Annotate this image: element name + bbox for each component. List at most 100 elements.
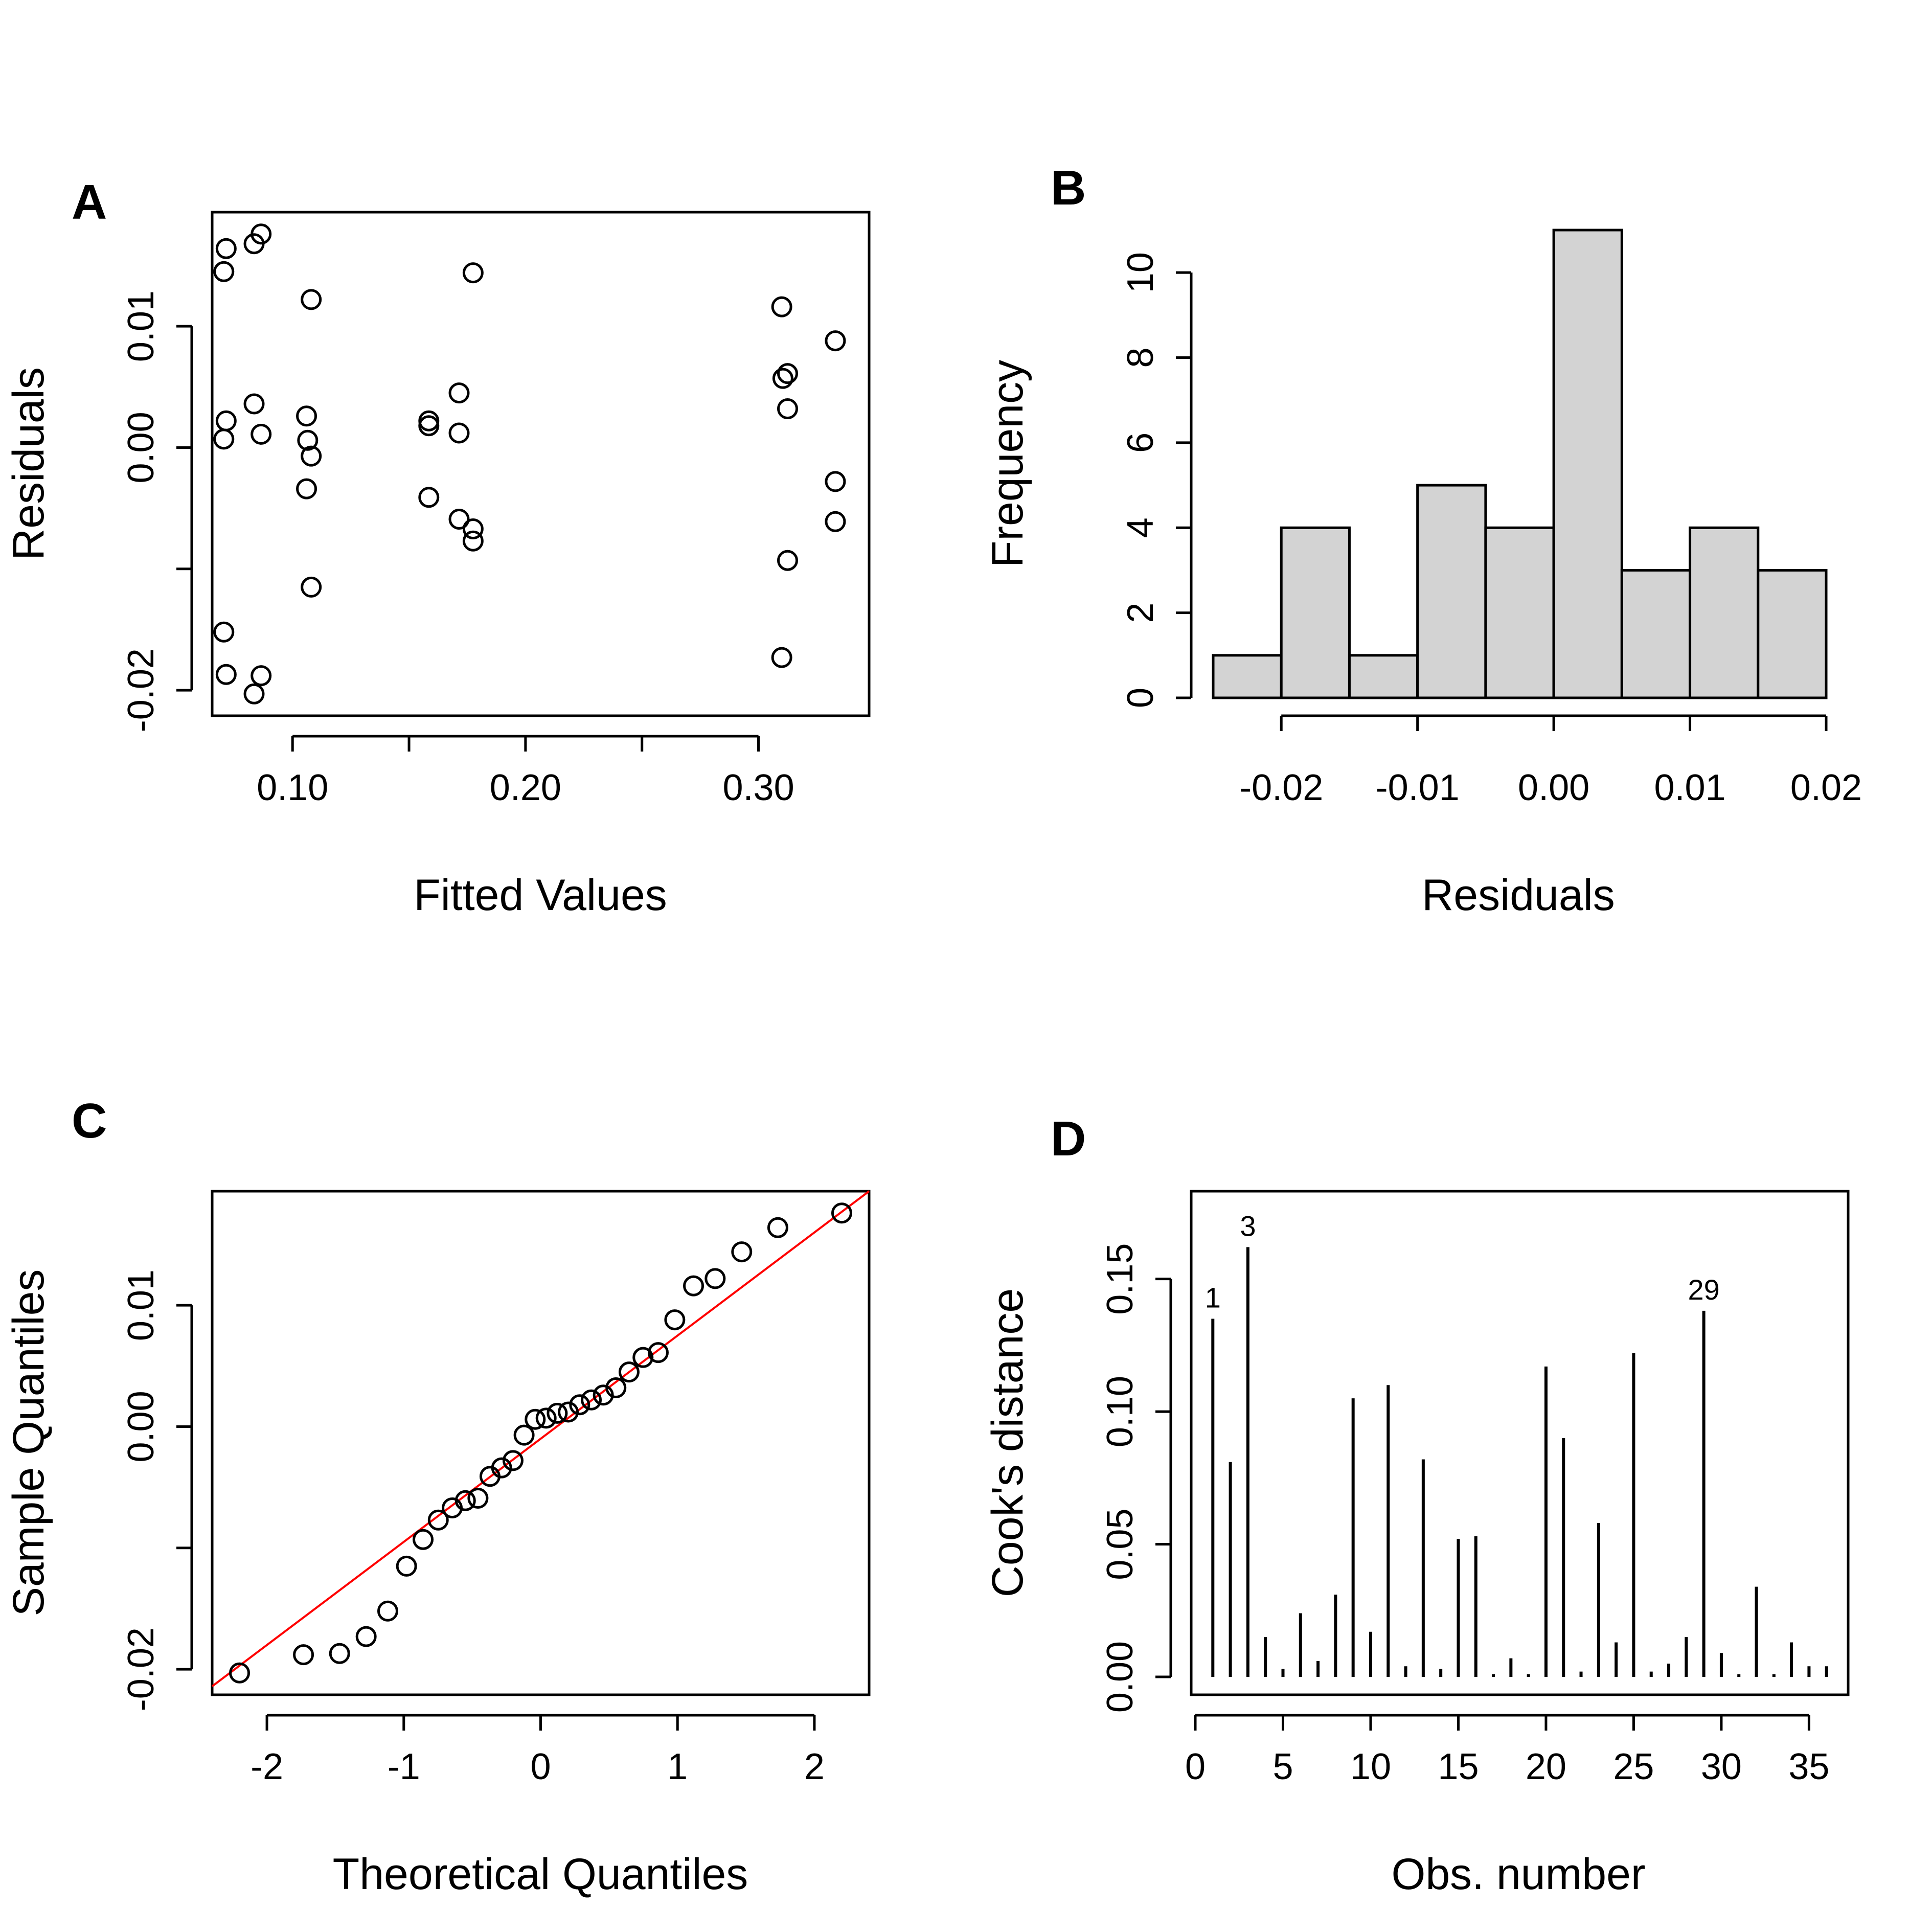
residual-point	[251, 223, 272, 245]
residual-point	[243, 393, 265, 415]
qq-point	[355, 1626, 377, 1647]
residual-point	[243, 683, 265, 704]
d-y-tick-label: 0.15	[1100, 1243, 1141, 1315]
x-axis-d: 0 5 10 15 20 25 30 35	[1185, 1714, 1829, 1787]
x-axis-label-d: Obs. number	[1391, 1850, 1645, 1899]
residual-point	[777, 398, 799, 420]
residual-point	[777, 550, 799, 571]
c-y-tick-label: 0.00	[121, 1391, 162, 1462]
a-x-tick-label: 0.10	[257, 767, 328, 808]
residual-point	[777, 363, 799, 384]
y-axis-label-c: Sample Quantiles	[4, 1269, 53, 1617]
residual-point	[825, 471, 846, 492]
residual-point	[301, 445, 322, 467]
b-x-tick-label: 0.00	[1518, 767, 1589, 808]
residual-point	[771, 296, 792, 317]
qq-point	[647, 1342, 669, 1363]
panel-label-d: D	[1051, 1111, 1086, 1166]
residual-point	[301, 576, 322, 598]
b-y-tick-label: 4	[1120, 517, 1161, 538]
qq-point	[535, 1407, 557, 1429]
qq-point	[229, 1662, 251, 1684]
histogram-bar	[1757, 569, 1828, 699]
d-x-tick-label: 35	[1788, 1746, 1829, 1787]
residual-point	[771, 647, 792, 668]
residual-point	[215, 410, 237, 431]
plot-frame-c	[211, 1190, 871, 1696]
panel-label-b: B	[1051, 161, 1086, 215]
y-axis-label-b: Frequency	[983, 360, 1032, 567]
plot-frame-d	[1190, 1190, 1850, 1696]
y-axis-d: 0.00 0.05 0.10 0.15	[1100, 1243, 1172, 1713]
panel-c-normal-qq: C -2 -1 0 1 2 -0.02 0.00 0.01 Theoretical Quan…	[4, 1094, 871, 1899]
qq-point	[664, 1309, 686, 1331]
panel-b-residual-histogram: B -0.02 -0.01 0.00 0.01 0.02 0 2 4 6 8 10 Residua…	[983, 161, 1862, 920]
residual-point	[825, 330, 846, 352]
histogram-bar	[1212, 654, 1283, 699]
residual-point	[448, 382, 470, 404]
c-y-tick-label: 0.01	[121, 1269, 162, 1341]
c-x-tick-label: 1	[667, 1746, 688, 1787]
qq-point	[618, 1361, 640, 1383]
qq-reference-line	[211, 1190, 870, 1687]
qq-point	[581, 1389, 602, 1411]
x-axis-label-b: Residuals	[1422, 871, 1615, 920]
panel-a-residuals-vs-fitted: A 0.10 0.20 0.30 -0.02 0.00 0.01 Fitted Valu…	[4, 175, 871, 920]
a-x-tick-label: 0.20	[490, 767, 561, 808]
d-x-tick-label: 5	[1272, 1746, 1293, 1787]
residual-point	[301, 289, 322, 310]
panel-d-cooks-distance: D 1 3 29 0 5 10 15 20 25 30 35 0.00 0.05 0.10 0.15 O…	[983, 1111, 1850, 1899]
c-x-tick-label: -2	[251, 1746, 283, 1787]
residual-point	[215, 664, 237, 685]
qq-points	[229, 1202, 852, 1684]
residual-point	[772, 368, 793, 389]
x-axis-label-a: Fitted Values	[414, 871, 667, 920]
residual-point	[297, 429, 319, 451]
residual-point	[251, 423, 272, 445]
qq-point	[558, 1401, 579, 1423]
residual-point	[462, 262, 484, 284]
residual-point	[215, 238, 237, 259]
histogram-bar	[1348, 654, 1419, 699]
qq-point	[767, 1217, 788, 1238]
d-x-tick-label: 15	[1438, 1746, 1479, 1787]
y-axis-a: -0.02 0.00 0.01	[121, 290, 193, 732]
histogram-bar	[1280, 526, 1351, 699]
a-y-tick-label: 0.00	[121, 412, 162, 483]
qq-point	[377, 1600, 398, 1622]
obs-label: 3	[1240, 1210, 1256, 1242]
residual-point	[418, 487, 440, 508]
c-x-tick-label: -1	[388, 1746, 420, 1787]
qq-point	[831, 1202, 852, 1224]
residual-point	[296, 478, 317, 499]
d-x-tick-label: 25	[1613, 1746, 1654, 1787]
c-x-tick-label: 2	[804, 1746, 825, 1787]
b-x-tick-label: 0.02	[1790, 767, 1862, 808]
qq-point	[605, 1377, 627, 1399]
y-axis-label-a: Residuals	[4, 367, 53, 560]
residual-point	[418, 415, 440, 437]
cooks-distance-spikes	[1211, 1247, 1828, 1677]
plot-frame-a	[211, 211, 871, 717]
obs-label: 29	[1688, 1274, 1719, 1306]
qq-point	[513, 1424, 535, 1446]
b-x-tick-label: -0.02	[1239, 767, 1323, 808]
x-axis-label-c: Theoretical Quantiles	[333, 1850, 748, 1899]
b-y-tick-label: 8	[1120, 348, 1161, 368]
b-y-tick-label: 2	[1120, 603, 1161, 623]
qq-point	[427, 1509, 449, 1531]
qq-point	[293, 1644, 314, 1666]
d-x-tick-label: 20	[1526, 1746, 1566, 1787]
panel-label-a: A	[72, 175, 107, 230]
qq-point	[454, 1490, 476, 1511]
b-x-tick-label: -0.01	[1376, 767, 1460, 808]
qq-point	[683, 1275, 704, 1297]
panel-label-c: C	[72, 1094, 107, 1148]
x-axis-c: -2 -1 0 1 2	[251, 1714, 825, 1787]
qq-point	[525, 1408, 546, 1430]
y-axis-c: -0.02 0.00 0.01	[121, 1269, 193, 1711]
histogram-bar	[1552, 229, 1623, 699]
histogram-bar	[1689, 526, 1760, 699]
residual-point	[213, 428, 235, 450]
qq-point	[413, 1529, 434, 1550]
